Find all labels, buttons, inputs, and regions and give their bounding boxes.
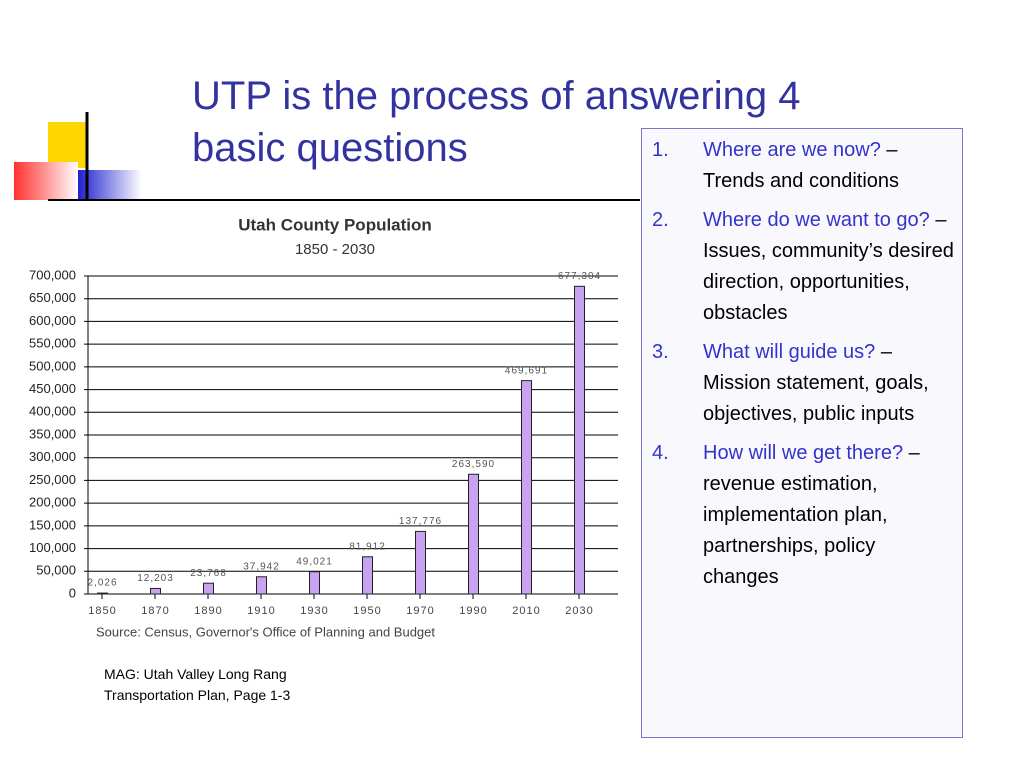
list-item: 1. Where are we now? – Trends and conditi… — [652, 135, 954, 197]
bar — [256, 576, 267, 595]
item-detail: – revenue estimation, implementation pla… — [703, 442, 920, 588]
x-tick-label: 1990 — [459, 605, 487, 617]
list-item: 2. Where do we want to go? – Issues, comm… — [652, 205, 954, 329]
item-question: Where are we now? — [703, 139, 881, 161]
value-label: 81,912 — [349, 541, 386, 552]
item-text: What will guide us? – Mission statement,… — [703, 337, 954, 430]
x-tick-label: 1930 — [300, 605, 328, 617]
item-detail: – Issues, community’s desired direction,… — [703, 209, 954, 324]
item-text: How will we get there? – revenue estimat… — [703, 438, 954, 593]
x-tick-label: 2030 — [565, 605, 593, 617]
list-item: 4. How will we get there? – revenue estim… — [652, 438, 954, 593]
x-tick-label: 1870 — [141, 605, 169, 617]
bar — [362, 556, 373, 595]
item-text: Where are we now? – Trends and condition… — [703, 135, 954, 197]
bar — [97, 592, 108, 595]
title-line: basic questions — [192, 126, 468, 170]
caption-line: MAG: Utah Valley Long Rang — [104, 666, 287, 682]
value-label: 23,768 — [190, 568, 227, 579]
y-tick-label: 0 — [69, 585, 76, 600]
y-tick-label: 250,000 — [29, 472, 76, 487]
value-label: 263,590 — [452, 459, 495, 470]
item-number: 3. — [652, 341, 669, 363]
y-tick-label: 100,000 — [29, 540, 76, 555]
bar — [468, 473, 479, 595]
value-label: 2,026 — [87, 578, 117, 589]
item-detail: – Trends and conditions — [703, 139, 900, 192]
x-tick-label: 2010 — [512, 605, 540, 617]
item-question: Where do we want to go? — [703, 209, 930, 231]
item-number: 1. — [652, 139, 669, 161]
item-number: 2. — [652, 209, 669, 231]
deco-square — [48, 122, 88, 168]
value-label: 469,691 — [505, 365, 548, 376]
item-question: How will we get there? — [703, 442, 904, 464]
item-number: 4. — [652, 442, 669, 464]
bar — [150, 587, 161, 595]
value-label: 37,942 — [243, 561, 280, 572]
value-label: 49,021 — [296, 556, 333, 567]
x-tick-label: 1950 — [353, 605, 381, 617]
bar — [203, 582, 214, 595]
chart-title: Utah County Population — [238, 215, 432, 234]
y-tick-label: 50,000 — [36, 563, 76, 578]
y-tick-label: 200,000 — [29, 495, 76, 510]
y-tick-label: 150,000 — [29, 517, 76, 532]
y-tick-label: 550,000 — [29, 336, 76, 351]
deco-blue — [78, 170, 142, 200]
bar — [309, 571, 320, 595]
bar — [521, 380, 532, 595]
slide-title: UTP is the process of answering 4 basic q… — [192, 70, 800, 174]
y-tick-label: 350,000 — [29, 426, 76, 441]
y-tick-label: 450,000 — [29, 381, 76, 396]
caption-line: Transportation Plan, Page 1-3 — [104, 687, 291, 703]
x-tick-label: 1890 — [194, 605, 222, 617]
chart-subtitle: 1850 - 2030 — [295, 241, 375, 258]
value-label: 12,203 — [137, 573, 174, 584]
bar — [415, 530, 426, 595]
title-line: UTP is the process of answering 4 — [192, 74, 801, 118]
item-detail: – Mission statement, goals, objectives, … — [703, 341, 929, 425]
value-label: 677,304 — [558, 271, 601, 282]
y-tick-label: 400,000 — [29, 404, 76, 419]
value-label: 137,776 — [399, 516, 442, 527]
x-tick-label: 1850 — [88, 605, 116, 617]
question-box: 1. Where are we now? – Trends and conditi… — [641, 128, 963, 738]
y-tick-label: 600,000 — [29, 313, 76, 328]
y-tick-label: 700,000 — [29, 267, 76, 282]
item-text: Where do we want to go? – Issues, commun… — [703, 205, 954, 329]
x-tick-label: 1970 — [406, 605, 434, 617]
bar — [574, 285, 585, 595]
caption: MAG: Utah Valley Long Rang Transportation… — [104, 664, 290, 706]
item-question: What will guide us? — [703, 341, 876, 363]
y-tick-label: 300,000 — [29, 449, 76, 464]
y-tick-label: 500,000 — [29, 358, 76, 373]
y-tick-label: 650,000 — [29, 290, 76, 305]
list-item: 3. What will guide us? – Mission statemen… — [652, 337, 954, 430]
chart-source: Source: Census, Governor's Office of Pla… — [96, 624, 435, 639]
x-tick-label: 1910 — [247, 605, 275, 617]
deco-red — [14, 162, 78, 200]
